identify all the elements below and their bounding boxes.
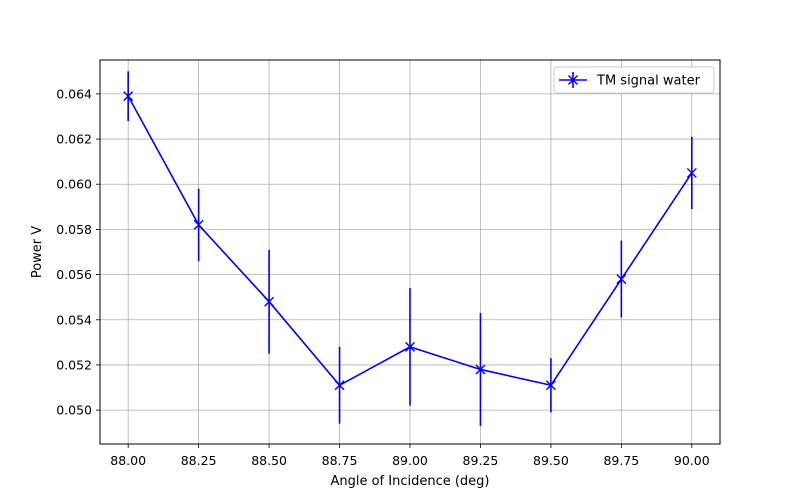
data-point-marker [405, 341, 415, 352]
series-tm-signal-water [123, 71, 697, 426]
x-tick-label: 90.00 [674, 453, 710, 468]
y-tick-label: 0.056 [56, 267, 92, 282]
data-point-marker [193, 219, 204, 230]
x-tick-label: 89.25 [463, 453, 499, 468]
x-ticks: 88.00 88.25 88.50 88.75 89.00 89.25 89.50 89.75… [110, 444, 710, 468]
data-point-marker [264, 296, 275, 307]
y-tick-label: 0.064 [56, 86, 92, 101]
y-tick-label: 0.050 [56, 403, 92, 418]
data-point-marker [686, 167, 697, 178]
y-ticks: 0.050 0.052 0.054 0.056 0.058 0.060 0.062 0.064 [56, 86, 100, 418]
data-point-marker [123, 91, 134, 102]
data-point-marker [334, 380, 345, 391]
y-tick-label: 0.052 [56, 357, 92, 372]
x-tick-label: 89.75 [603, 453, 639, 468]
x-tick-label: 88.00 [110, 453, 146, 468]
x-tick-label: 88.50 [251, 453, 287, 468]
y-tick-label: 0.058 [56, 222, 92, 237]
legend-marker-x [568, 75, 578, 85]
x-axis-label: Angle of Incidence (deg) [330, 474, 489, 489]
legend-label: TM signal water [596, 74, 701, 89]
data-point-marker [475, 364, 486, 375]
y-tick-label: 0.054 [56, 312, 92, 327]
x-tick-label: 88.25 [181, 453, 217, 468]
x-tick-label: 88.75 [322, 453, 358, 468]
y-tick-label: 0.062 [56, 132, 92, 147]
legend-box [553, 66, 715, 94]
x-tick-label: 89.00 [392, 453, 428, 468]
y-tick-label: 0.060 [56, 177, 92, 192]
legend: TM signal water [553, 66, 715, 94]
y-axis-label: Power V [30, 226, 45, 278]
data-point-marker [545, 380, 556, 391]
x-tick-label: 89.50 [533, 453, 569, 468]
series-layer [123, 71, 697, 426]
data-point-marker [616, 274, 627, 285]
